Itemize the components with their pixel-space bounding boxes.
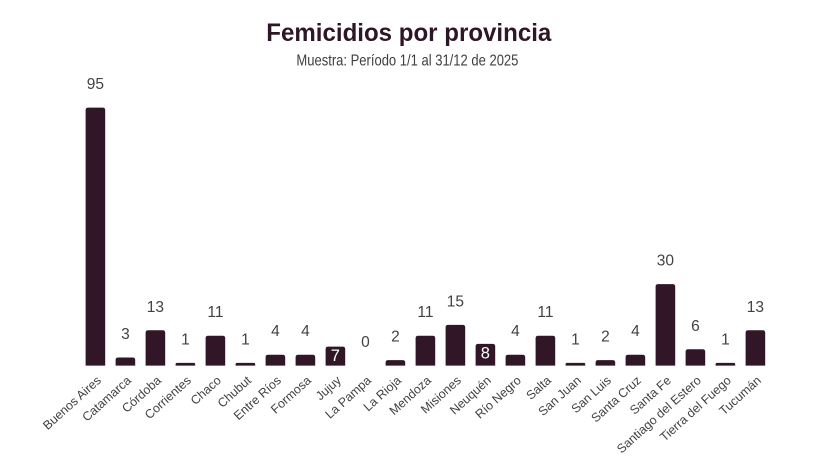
svg-text:95: 95 <box>87 76 104 93</box>
svg-text:11: 11 <box>207 304 223 321</box>
svg-text:4: 4 <box>271 323 280 340</box>
svg-text:4: 4 <box>301 323 310 340</box>
svg-text:7: 7 <box>331 347 340 365</box>
svg-text:15: 15 <box>447 293 464 310</box>
svg-text:1: 1 <box>241 331 250 348</box>
svg-text:30: 30 <box>657 253 675 270</box>
svg-text:0: 0 <box>361 334 370 351</box>
svg-text:6: 6 <box>691 318 700 335</box>
svg-text:1: 1 <box>721 331 730 348</box>
svg-text:Femicidios por provincia: Femicidios por provincia <box>266 19 552 47</box>
svg-text:4: 4 <box>631 323 640 340</box>
svg-text:13: 13 <box>747 299 764 316</box>
svg-text:2: 2 <box>601 329 610 346</box>
svg-text:11: 11 <box>537 304 553 321</box>
svg-text:13: 13 <box>147 299 164 316</box>
svg-text:1: 1 <box>181 331 190 348</box>
svg-text:4: 4 <box>511 323 520 340</box>
svg-text:8: 8 <box>481 345 490 363</box>
svg-text:1: 1 <box>571 331 580 348</box>
svg-text:Muestra: Período 1/1 al 31/12: Muestra: Período 1/1 al 31/12 de 2025 <box>296 53 518 70</box>
svg-text:2: 2 <box>391 329 400 346</box>
svg-text:11: 11 <box>417 304 433 321</box>
svg-text:3: 3 <box>121 326 130 343</box>
